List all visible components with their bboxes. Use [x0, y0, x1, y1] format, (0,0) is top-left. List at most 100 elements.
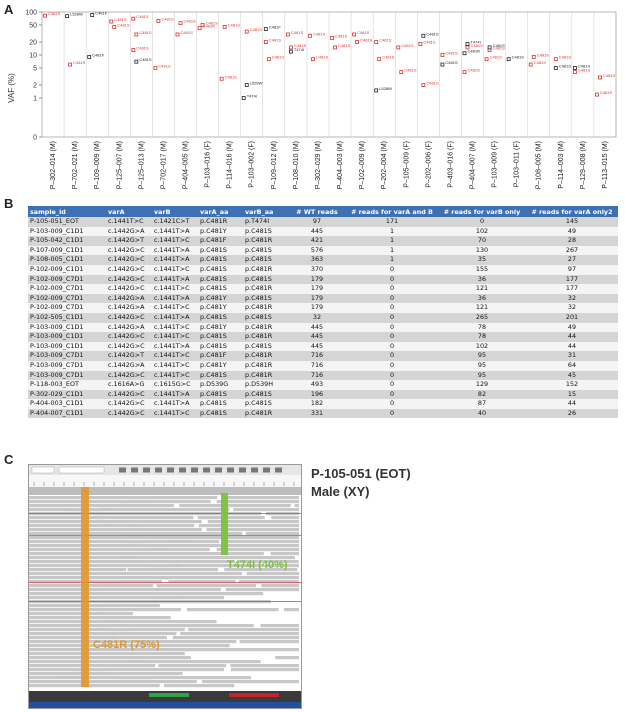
table-row: P-107-009_C1D1 c.1442G>C c.1441T>A p.C481S p…	[28, 245, 618, 256]
toolbar-icon[interactable]	[179, 467, 186, 473]
toolbar-icon[interactable]	[251, 467, 258, 473]
toolbar-icon[interactable]	[131, 467, 138, 473]
table-cell: 0	[346, 351, 438, 361]
table-cell: P-102-009_C7D1	[28, 293, 106, 304]
table-cell: p.C481S	[198, 284, 243, 294]
toolbar-icon[interactable]	[275, 467, 282, 473]
column-header: sample_id	[28, 206, 106, 217]
read	[230, 664, 299, 668]
table-cell: p.C481S	[198, 274, 243, 285]
table-cell: 363	[288, 255, 346, 265]
table-cell: c.1441T>C	[152, 322, 198, 333]
table-cell: 49	[526, 322, 618, 333]
x-tick-label: P–114–003 (M)	[558, 141, 565, 189]
table-cell: c.1442G>C	[106, 399, 152, 409]
read	[98, 624, 254, 628]
read	[223, 540, 299, 544]
data-point	[134, 32, 139, 37]
table-cell: p.C481R	[243, 332, 288, 342]
read	[29, 568, 127, 572]
y-tick-label: 5	[33, 65, 37, 72]
data-point	[374, 88, 379, 93]
read	[103, 628, 185, 632]
t474i-label: T474I (40%)	[227, 559, 288, 571]
table-cell: 177	[526, 274, 618, 285]
table-cell: 95	[438, 360, 526, 371]
table-row: P-102-009_C7D1 c.1442G>C c.1441T>C p.C481S p…	[28, 284, 618, 294]
table-cell: P-404-003_C1D1	[28, 399, 106, 409]
toolbar-icon[interactable]	[227, 467, 234, 473]
data-point	[288, 45, 293, 50]
data-point	[288, 49, 293, 54]
table-cell: c.1441T>C	[152, 332, 198, 342]
toolbar-icon[interactable]	[263, 467, 270, 473]
toolbar-icon[interactable]	[191, 467, 198, 473]
table-cell: 152	[526, 380, 618, 390]
table-cell: 493	[288, 380, 346, 390]
data-point	[462, 70, 467, 75]
toolbar-icon[interactable]	[143, 467, 150, 473]
data-point-label: C481S	[136, 14, 149, 19]
data-point-label: C481S	[493, 43, 506, 48]
data-point	[244, 83, 249, 87]
read	[29, 660, 152, 664]
reads-table-panel: sample_id varA varB varA_aa varB_aa # WT read…	[28, 206, 618, 419]
table-cell: p.C481Y	[198, 226, 243, 237]
table-cell: c.1442G>A	[106, 303, 152, 313]
read	[29, 528, 123, 532]
table-cell: 97	[288, 217, 346, 227]
data-point	[87, 55, 92, 59]
read	[132, 496, 218, 500]
table-cell: 78	[438, 332, 526, 342]
read	[246, 572, 299, 576]
table-cell: p.C481R	[243, 236, 288, 246]
table-cell: 82	[438, 389, 526, 400]
table-cell: p.C481R	[243, 264, 288, 275]
toolbar-icon[interactable]	[119, 467, 126, 473]
table-cell: 44	[526, 332, 618, 342]
table-cell: 95	[438, 370, 526, 381]
x-tick-label: P–103–016 (F)	[205, 141, 212, 188]
data-point-label: C481S	[404, 68, 417, 73]
toolbar-icon[interactable]	[155, 467, 162, 473]
data-point-label: C481S	[559, 63, 572, 68]
toolbar-icon[interactable]	[215, 467, 222, 473]
read	[265, 564, 299, 568]
table-row: P-105-042_C1D1 c.1442G>T c.1441T>C p.C481F p…	[28, 236, 618, 246]
table-cell: p.C481R	[243, 303, 288, 313]
gene-track	[29, 702, 301, 708]
column-header: # reads for varA only2	[526, 206, 618, 217]
table-cell: p.C481S	[243, 255, 288, 265]
data-point	[465, 42, 470, 46]
data-point	[311, 57, 315, 62]
genome-dropdown[interactable]	[31, 466, 55, 474]
data-point-label: C481S	[537, 52, 550, 57]
read	[83, 604, 160, 608]
data-point-label: C481S	[139, 57, 152, 62]
table-cell: 1	[346, 236, 438, 246]
table-cell: c.1441T>C	[106, 217, 152, 227]
read	[29, 556, 165, 560]
locus-input[interactable]	[58, 466, 105, 474]
c481r-label: C481R (75%)	[93, 639, 160, 651]
toolbar-icon[interactable]	[203, 467, 210, 473]
toolbar-icon[interactable]	[239, 467, 246, 473]
read	[127, 568, 219, 572]
read	[198, 524, 299, 528]
table-cell: 716	[288, 360, 346, 371]
data-point	[156, 19, 161, 23]
table-cell: 121	[438, 303, 526, 313]
data-point	[484, 57, 489, 62]
table-cell: p.C481R	[243, 322, 288, 333]
data-point	[399, 70, 404, 75]
toolbar-icon[interactable]	[167, 467, 174, 473]
data-point-label: C481R	[203, 24, 216, 29]
read	[29, 608, 108, 612]
sample-id-caption: P-105-051 (EOT)	[311, 466, 411, 481]
table-cell: 179	[288, 303, 346, 313]
table-cell: p.C481S	[243, 245, 288, 256]
read	[216, 500, 299, 504]
data-point	[506, 57, 511, 62]
table-header-row: sample_id varA varB varA_aa varB_aa # WT read…	[28, 206, 618, 217]
data-point	[553, 66, 558, 70]
